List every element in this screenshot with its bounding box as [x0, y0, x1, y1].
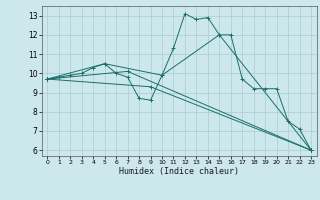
X-axis label: Humidex (Indice chaleur): Humidex (Indice chaleur) — [119, 167, 239, 176]
